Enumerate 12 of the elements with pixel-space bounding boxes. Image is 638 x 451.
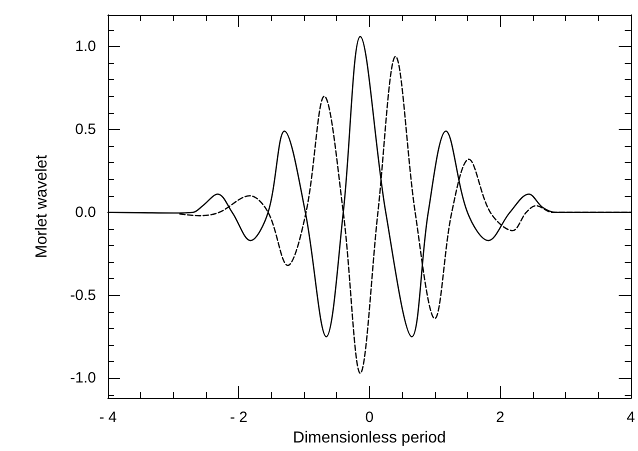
y-tick-label: 1.0 xyxy=(75,38,96,56)
x-tick-label: - 4 xyxy=(99,409,117,426)
y-tick-label: -0.5 xyxy=(70,286,96,304)
x-tick-label: 4 xyxy=(626,409,635,426)
x-tick-label: 2 xyxy=(496,409,504,426)
x-tick-label: 0 xyxy=(365,409,374,426)
y-tick-label: -1.0 xyxy=(70,370,96,387)
y-axis-title: Morlet wavelet xyxy=(34,154,50,258)
x-axis-title: Dimensionless period xyxy=(292,430,446,446)
y-tick-label: 0.0 xyxy=(75,204,96,221)
y-tick-label: 0.5 xyxy=(75,120,96,138)
x-tick-label: - 2 xyxy=(230,409,248,426)
